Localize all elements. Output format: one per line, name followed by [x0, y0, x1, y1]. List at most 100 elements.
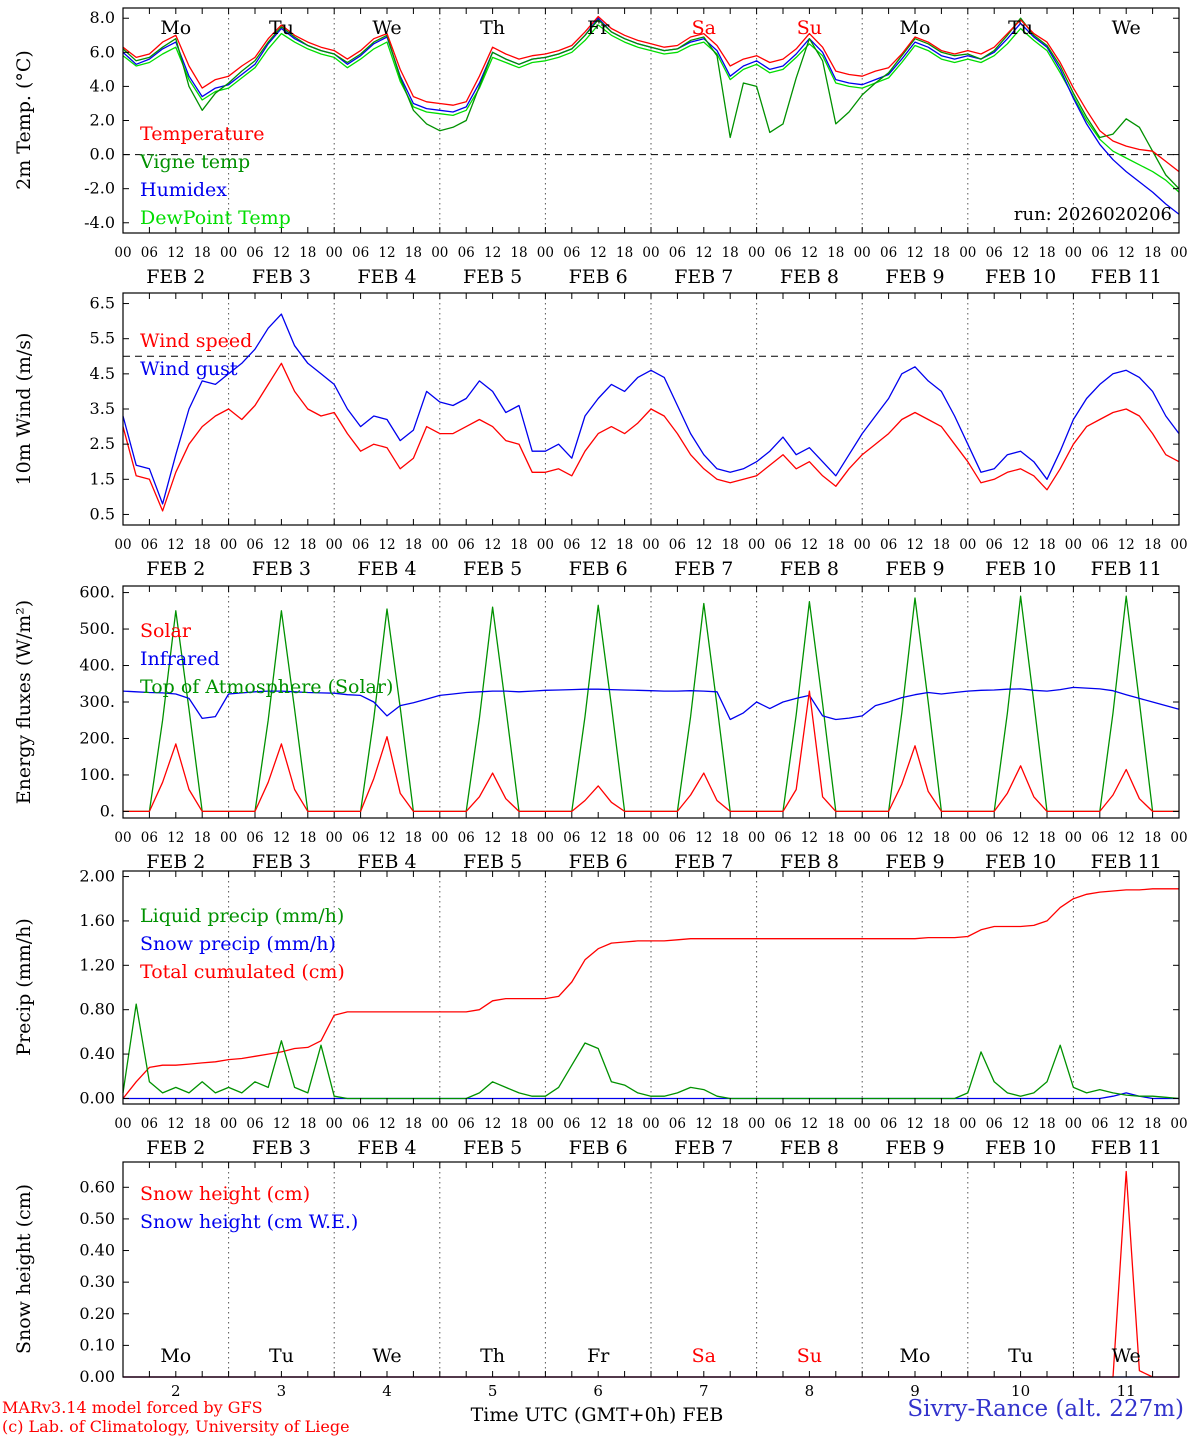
hour-label: 00	[959, 245, 976, 261]
station-label: Sivry-Rance (alt. 227m)	[907, 1396, 1184, 1422]
hour-label: 12	[273, 537, 290, 553]
day-label: FEB 7	[674, 558, 733, 580]
day-label: FEB 3	[252, 266, 311, 288]
day-label: FEB 5	[463, 266, 522, 288]
hour-label: 06	[246, 1116, 263, 1132]
y-tick-label: 400.	[79, 656, 115, 675]
hour-label: 00	[854, 830, 871, 846]
day-label: FEB 10	[985, 558, 1056, 580]
day-label: FEB 2	[146, 1137, 205, 1159]
footer-credit-line1: MARv3.14 model forced by GFS	[2, 1398, 263, 1417]
hour-label: 06	[141, 1116, 158, 1132]
series-line-top-of-atmosphere-solar-	[123, 595, 1179, 813]
day-number: 2	[171, 1382, 181, 1400]
run-label: run: 2026020206	[1013, 204, 1172, 225]
hour-label: 06	[458, 1116, 475, 1132]
day-label: FEB 6	[569, 266, 628, 288]
hour-label: 18	[405, 537, 422, 553]
hour-label: 12	[590, 830, 607, 846]
day-label: FEB 7	[674, 851, 733, 873]
day-label: FEB 11	[1091, 1137, 1162, 1159]
series-line-wind-speed	[122, 362, 1180, 512]
hour-label: 06	[458, 537, 475, 553]
hour-label: 06	[986, 1116, 1003, 1132]
hour-label: 12	[378, 830, 395, 846]
hour-label: 00	[748, 830, 765, 846]
hour-label: 06	[563, 830, 580, 846]
hour-label: 00	[854, 1116, 871, 1132]
hour-label: 18	[616, 245, 633, 261]
hour-label: 12	[1118, 830, 1135, 846]
weekday-label: Sa	[692, 1345, 716, 1367]
hour-label: 12	[1118, 1116, 1135, 1132]
hour-label: 06	[458, 830, 475, 846]
hour-label: 00	[114, 537, 131, 553]
series-line-total-cumulated-cm-	[122, 888, 1179, 1099]
y-tick-label: 0.30	[79, 1272, 115, 1291]
day-label: FEB 5	[463, 851, 522, 873]
hour-label: 18	[1144, 830, 1161, 846]
hour-label: 18	[194, 537, 211, 553]
chart-layers: -4.0 -2.0 0.0 2.0 4.0 6.0 8.0 Temperature Vigne …	[79, 7, 1188, 1400]
day-label: FEB 5	[463, 1137, 522, 1159]
hour-label: 00	[959, 830, 976, 846]
hour-label: 00	[220, 245, 237, 261]
day-label: FEB 2	[146, 851, 205, 873]
day-label: FEB 4	[357, 266, 416, 288]
hour-label: 12	[484, 245, 501, 261]
hour-label: 06	[563, 245, 580, 261]
day-number: 6	[593, 1382, 603, 1400]
day-number: 4	[382, 1382, 392, 1400]
legend-item: Snow height (cm)	[140, 1183, 310, 1205]
hour-label: 06	[563, 1116, 580, 1132]
hour-label: 06	[986, 537, 1003, 553]
weekday-label: Su	[797, 1345, 822, 1367]
weekday-label: We	[372, 17, 401, 39]
day-label: FEB 3	[252, 558, 311, 580]
hour-label: 12	[378, 1116, 395, 1132]
day-label: FEB 4	[357, 558, 416, 580]
hour-label: 00	[220, 830, 237, 846]
hour-label: 18	[405, 245, 422, 261]
hour-label: 12	[906, 245, 923, 261]
hour-label: 12	[695, 1116, 712, 1132]
weekday-label: Mo	[900, 17, 931, 39]
legend-item: Humidex	[140, 179, 227, 201]
legend-item: Wind gust	[140, 358, 238, 380]
hour-label: 12	[273, 830, 290, 846]
hour-label: 18	[1144, 537, 1161, 553]
hour-label: 00	[854, 537, 871, 553]
hour-label: 12	[1012, 537, 1029, 553]
y-tick-label: 1.5	[90, 469, 115, 488]
hour-label: 12	[801, 1116, 818, 1132]
hour-label: 06	[1091, 1116, 1108, 1132]
day-number: 9	[910, 1382, 920, 1400]
day-label: FEB 9	[885, 851, 944, 873]
hour-label: 18	[405, 830, 422, 846]
y-axis-label-temperature: 2m Temp. (°C)	[13, 50, 35, 190]
hour-label: 00	[1065, 1116, 1082, 1132]
day-label: FEB 11	[1091, 558, 1162, 580]
legend-item: Top of Atmosphere (Solar)	[140, 676, 393, 698]
hour-label: 00	[642, 830, 659, 846]
day-label: FEB 8	[780, 1137, 839, 1159]
day-label: FEB 4	[357, 851, 416, 873]
hour-label: 06	[352, 245, 369, 261]
y-tick-label: 300.	[79, 692, 115, 711]
hour-label: 12	[484, 537, 501, 553]
day-label: FEB 3	[252, 1137, 311, 1159]
hour-label: 06	[669, 537, 686, 553]
hour-label: 00	[220, 1116, 237, 1132]
hour-label: 12	[906, 830, 923, 846]
weekday-label: Mo	[160, 1345, 191, 1367]
y-tick-label: 100.	[79, 765, 115, 784]
legend-item: Snow height (cm W.E.)	[140, 1211, 358, 1233]
hour-label: 18	[616, 1116, 633, 1132]
y-tick-label: 0.20	[79, 1304, 115, 1323]
series-line-wind-gust	[122, 313, 1180, 505]
hour-label: 18	[933, 537, 950, 553]
day-label: FEB 2	[146, 558, 205, 580]
y-tick-label: 0.	[100, 801, 115, 820]
hour-label: 12	[695, 537, 712, 553]
weekday-label: Sa	[692, 17, 716, 39]
